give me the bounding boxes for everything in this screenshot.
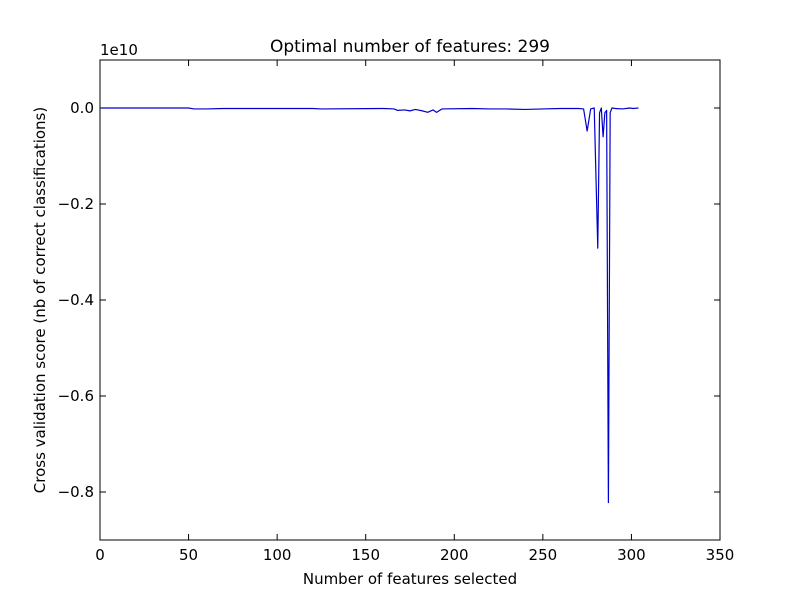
y-tick-label: −0.8 (58, 483, 94, 501)
series-line (101, 107, 639, 504)
x-tick-label: 150 (351, 546, 380, 564)
plot-area (100, 60, 720, 540)
plot-frame (99, 59, 721, 541)
series-layer (101, 107, 639, 504)
y-tick-label: 0.0 (70, 99, 94, 117)
chart-title: Optimal number of features: 299 (270, 37, 550, 57)
x-tick-label: 200 (440, 546, 469, 564)
x-axis-label: Number of features selected (303, 570, 517, 588)
x-tick-label: 300 (617, 546, 646, 564)
y-tick-label: −0.6 (58, 387, 94, 405)
x-tick-label: 250 (529, 546, 558, 564)
y-tick-label: −0.4 (58, 291, 94, 309)
x-tick-label: 0 (95, 546, 105, 564)
x-tick-label: 50 (179, 546, 198, 564)
axis-ticks (99, 60, 721, 540)
x-tick-label: 350 (706, 546, 735, 564)
y-tick-label: −0.2 (58, 195, 94, 213)
y-offset-text: 1e10 (100, 41, 138, 59)
axis-tick-labels: 0 50 100 150 200 250 300 350 0.0 −0.2 −0.4 −0.6 −0.8 (58, 99, 735, 564)
x-tick-label: 100 (263, 546, 292, 564)
y-axis-label: Cross validation score (nb of correct cl… (31, 107, 49, 493)
